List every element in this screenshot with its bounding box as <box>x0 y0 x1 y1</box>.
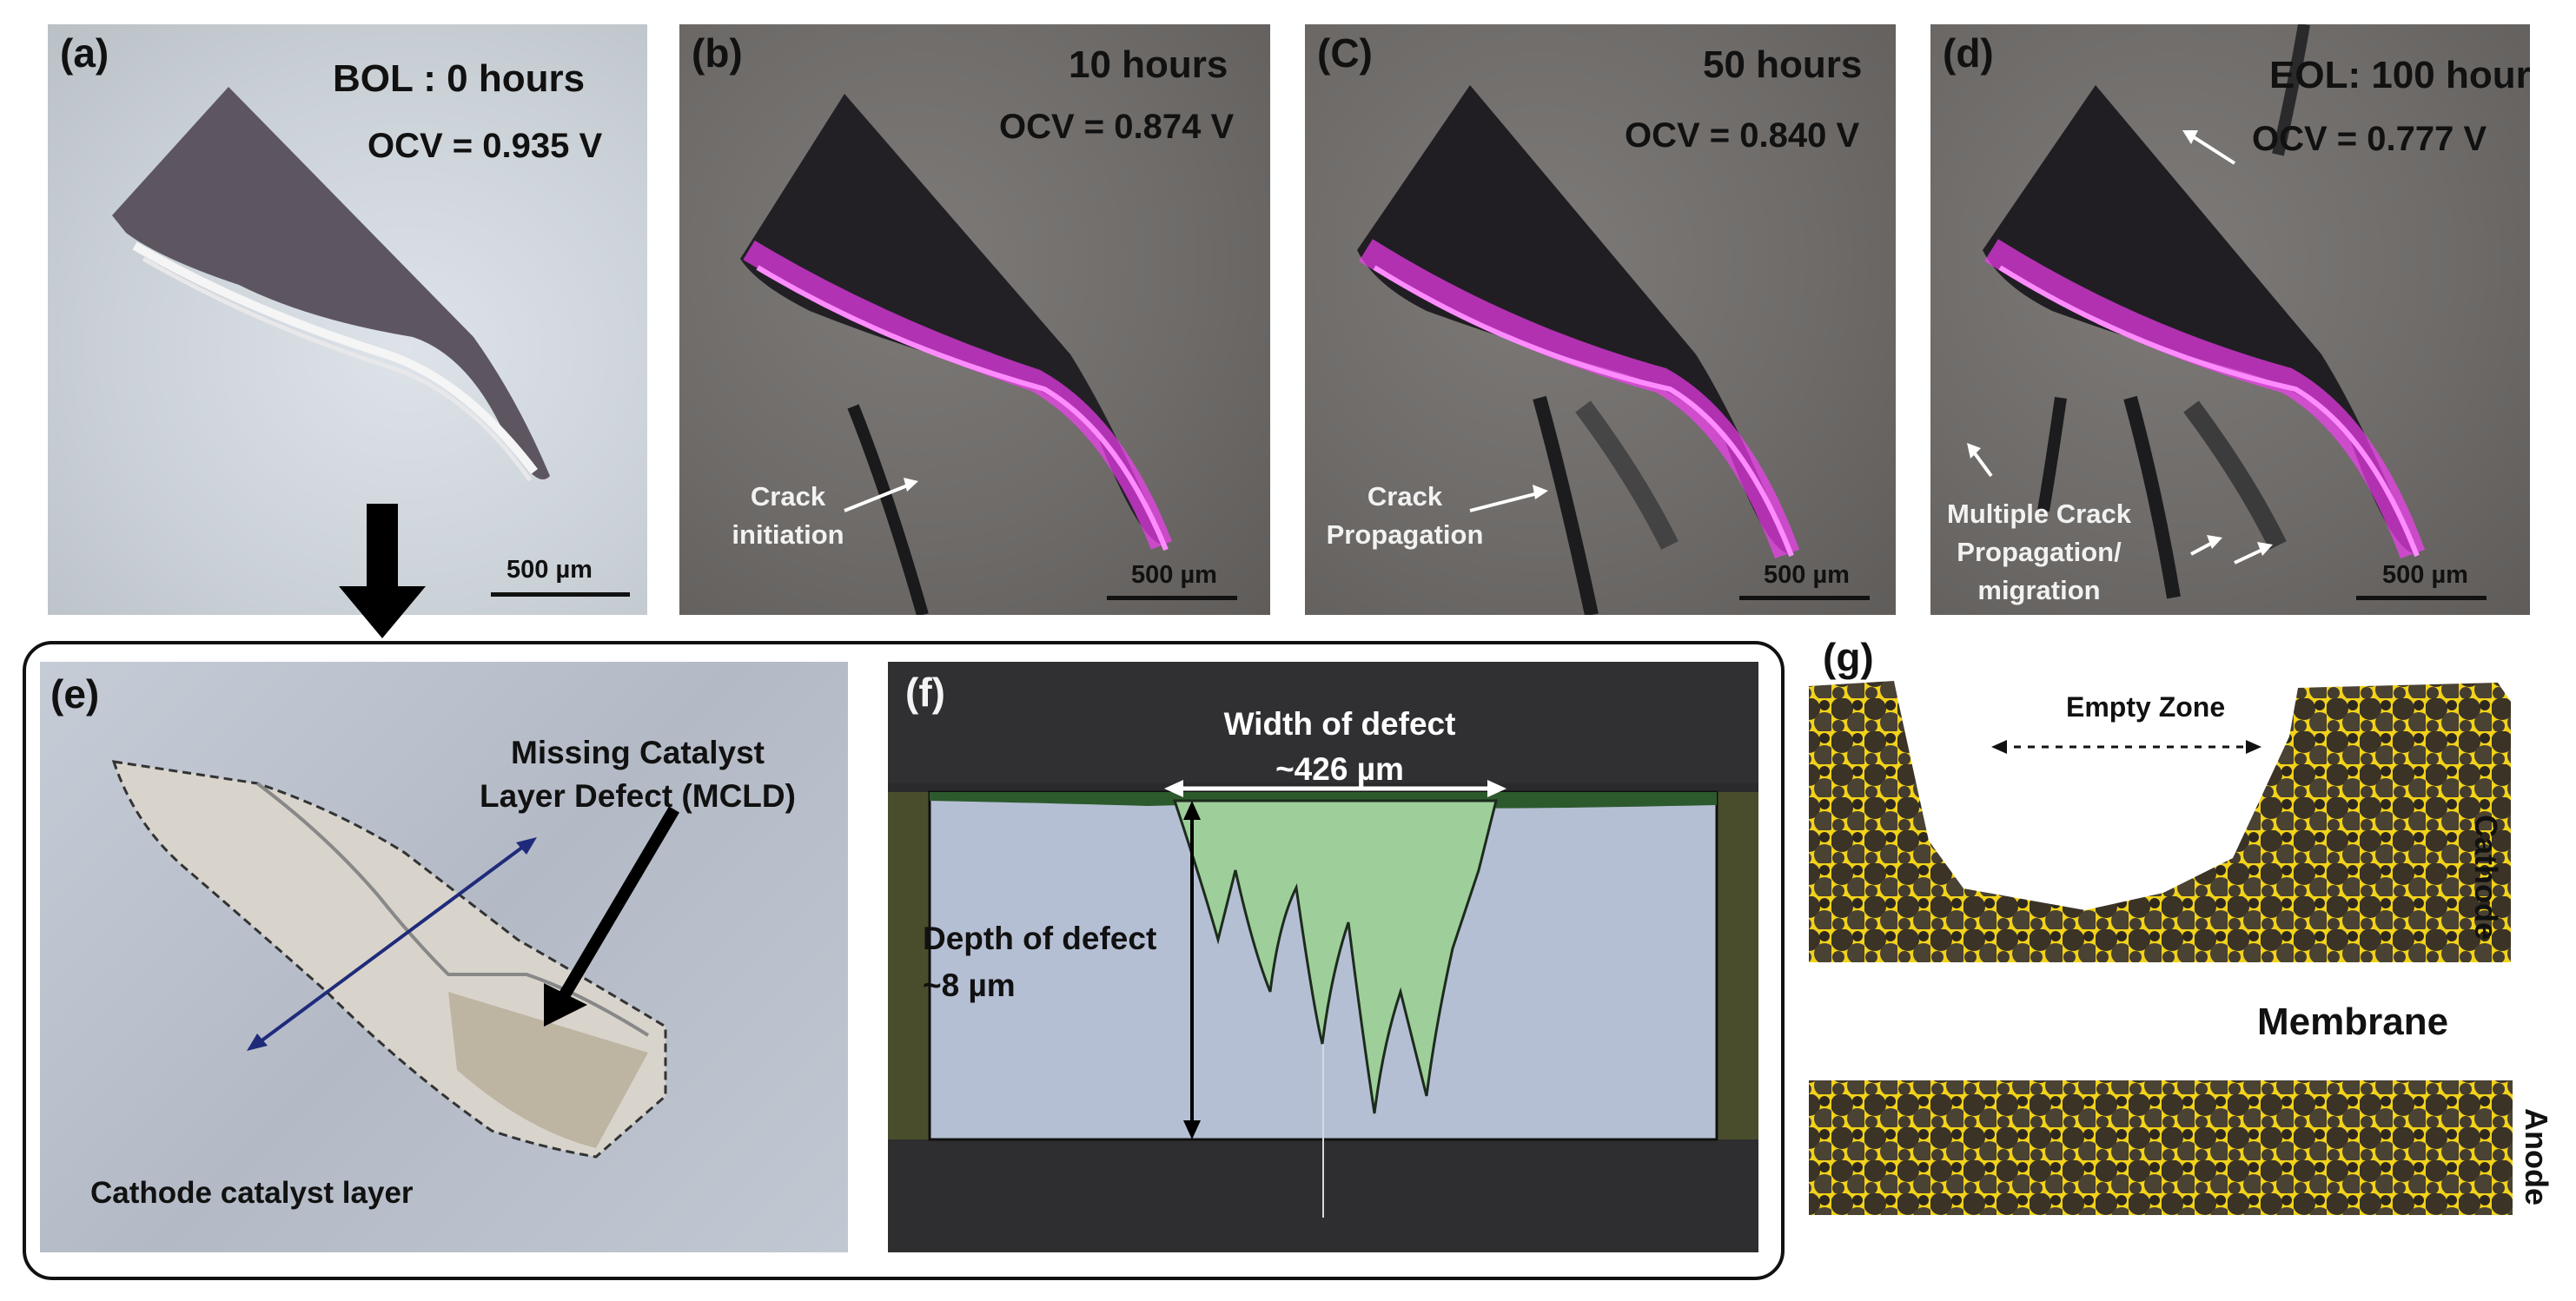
panels-e-f-frame <box>23 641 1785 1280</box>
down-arrow <box>339 504 426 638</box>
defect-shape-c <box>1357 85 1800 615</box>
panel-b-note-line1: Crack <box>750 481 826 512</box>
panel-d-crack-note: Multiple Crack Propagation/ migration <box>1930 495 2148 610</box>
mcld-callout-line2: Layer Defect (MCLD) <box>480 778 796 814</box>
panel-g-reconstruction: (g) Empty Zone Membrane Cathode Anode <box>1798 632 2576 1292</box>
panel-c-micrograph: (C) 50 hours OCV = 0.840 V Crack Propaga… <box>1305 24 1896 615</box>
cathode-catalyst-layer-label: Cathode catalyst layer <box>90 1176 414 1210</box>
panel-b-time: 10 hours <box>1069 43 1228 86</box>
panel-c-ocv: OCV = 0.840 V <box>1625 116 1860 155</box>
panel-d-note-line2: Propagation/ <box>1957 537 2122 567</box>
panel-d-note-line1: Multiple Crack <box>1947 499 2131 529</box>
panel-c-scale-bar <box>1739 596 1870 600</box>
panel-d-label: (d) <box>1943 30 1994 76</box>
panel-f-rendering: (f) Width of defect ~426 µm Depth of def… <box>888 662 1758 1252</box>
panel-d-note-line3: migration <box>1977 575 2101 605</box>
panel-c-time: 50 hours <box>1703 43 1863 86</box>
depth-annotation-line1: Depth of defect <box>923 921 1157 956</box>
panel-e-rendering: (e) Missing Catalyst Layer Defect (MCLD)… <box>40 662 848 1252</box>
mcld-callout-line1: Missing Catalyst <box>511 735 765 770</box>
panel-a-time: BOL : 0 hours <box>333 57 586 100</box>
panel-a-ocv: OCV = 0.935 V <box>368 127 603 165</box>
panel-d-micrograph: (d) EOL: 100 hours OCV = 0.777 V Multipl… <box>1930 24 2530 615</box>
membrane-label: Membrane <box>2257 1001 2449 1043</box>
defect-volume <box>888 662 1758 1252</box>
panel-b-ocv: OCV = 0.874 V <box>999 108 1235 146</box>
panel-b-scale-label: 500 µm <box>1131 561 1217 589</box>
defect-shape-d <box>1983 24 2426 599</box>
panel-b-arrow <box>844 478 918 512</box>
panel-b-crack-note: Crack initiation <box>714 478 862 554</box>
panel-b-scale-bar <box>1107 596 1237 600</box>
panel-c-crack-note: Crack Propagation <box>1322 478 1487 554</box>
panel-e-label: (e) <box>50 671 100 717</box>
width-annotation: Width of defect ~426 µm <box>1166 702 1513 792</box>
mcld-shape <box>111 760 680 1159</box>
panel-c-scale-label: 500 µm <box>1764 561 1850 589</box>
panel-a-micrograph: (a) BOL : 0 hours OCV = 0.935 V 500 µm <box>48 24 647 615</box>
panel-c-label: (C) <box>1317 30 1373 76</box>
panel-b-note-line2: initiation <box>732 519 844 550</box>
anode-label: Anode <box>2519 1108 2554 1205</box>
panel-d-ocv: OCV = 0.777 V <box>2252 120 2487 158</box>
panel-b-micrograph: (b) 10 hours OCV = 0.874 V Crack initiat… <box>679 24 1270 615</box>
panel-c-note-line1: Crack <box>1367 481 1443 512</box>
panel-d-scale-bar <box>2356 596 2487 600</box>
defect-shape-a <box>112 87 550 482</box>
panel-b-label: (b) <box>692 30 743 76</box>
catalyst-layers <box>1809 681 2513 1215</box>
panel-d-arrows <box>1967 130 2273 565</box>
depth-annotation-line2: ~8 µm <box>923 967 1016 1003</box>
panel-f-label: (f) <box>905 670 945 715</box>
panel-a-label: (a) <box>60 30 109 76</box>
mcld-callout: Missing Catalyst Layer Defect (MCLD) <box>455 731 820 818</box>
panel-g-label: (g) <box>1823 635 1874 680</box>
defect-shape-b <box>740 94 1173 615</box>
cathode-label: Cathode <box>2468 815 2504 940</box>
depth-annotation: Depth of defect ~8 µm <box>923 915 1175 1009</box>
width-annotation-line2: ~426 µm <box>1275 751 1404 787</box>
panel-a-scale-label: 500 µm <box>507 556 593 584</box>
panel-a-scale-bar <box>491 592 630 597</box>
empty-zone-label: Empty Zone <box>2066 691 2226 723</box>
panel-d-scale-label: 500 µm <box>2382 561 2468 589</box>
panel-d-time: EOL: 100 hours <box>2269 54 2530 96</box>
panel-c-note-line2: Propagation <box>1326 519 1484 550</box>
panel-c-arrow <box>1469 485 1548 512</box>
width-annotation-line1: Width of defect <box>1223 706 1456 742</box>
